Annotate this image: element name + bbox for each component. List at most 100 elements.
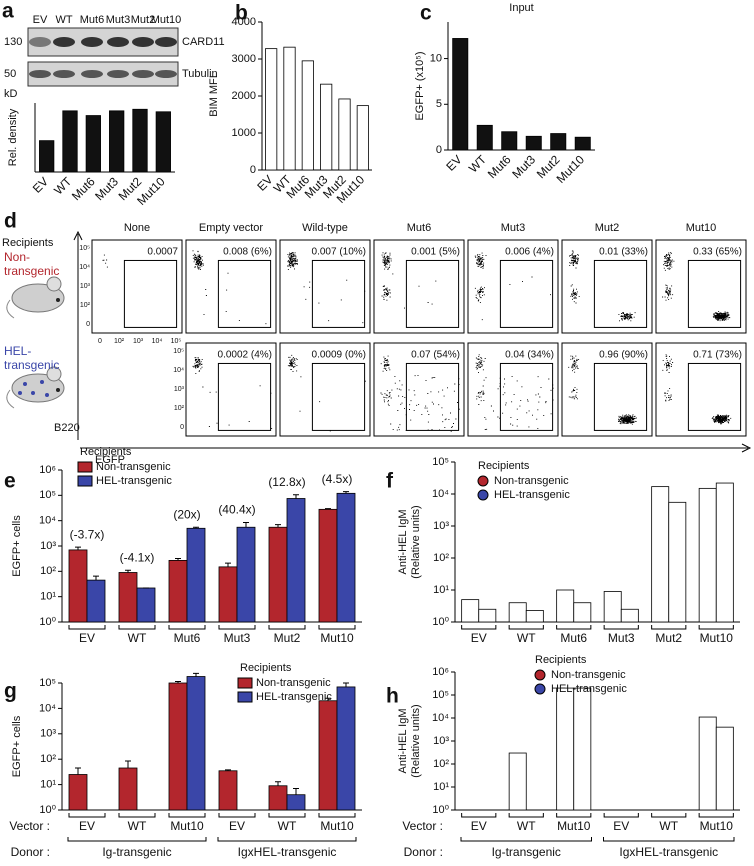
blot-band [107,70,129,78]
bracket [118,813,156,818]
bracket [168,625,206,630]
group-label: IgxHEL-transgenic [238,845,337,859]
annotation: (40.4x) [218,503,255,517]
bar [550,133,567,151]
gate [123,259,178,328]
error-bar [193,526,199,529]
lane-label: Mut10 [151,14,182,26]
legend-label: Non-transgenic [494,475,569,487]
gate-value: 0.008 (6%) [223,247,272,258]
bar [715,726,734,811]
gate [405,259,460,328]
y-tick-label: 1000 [232,127,256,139]
error-bar [325,697,331,701]
x-axis-label: Vector : [402,819,443,833]
unit-label: kD [4,88,18,100]
x-tick-label: Mut10 [320,819,354,833]
y-tick-label: 10⁵ [79,245,90,252]
y-tick-label: 10⁵ [39,677,56,689]
gate-value: 0.0002 (4%) [218,350,272,361]
error-bar [75,767,81,775]
axis-label: EGFP [95,454,125,466]
bar [715,482,734,623]
gate-value: 0.07 (54%) [411,350,460,361]
bar [336,686,356,811]
error-bar [343,491,349,494]
gate-value: 0.0007 [147,247,178,258]
mouse-icon [6,276,65,319]
bracket [651,625,687,630]
y-arrow [73,230,83,440]
bar [109,110,125,173]
bar [268,785,288,811]
error-bar [175,558,181,561]
bracket [508,813,544,818]
blot-band [132,37,154,47]
x-tick-label: 10⁴ [152,338,163,345]
annotation: (-4.1x) [120,550,155,564]
x-tick-label: EV [229,819,245,833]
x-arrow [80,443,752,453]
flow-dots [474,252,551,321]
x-tick-label: WT [517,631,536,645]
y-tick-label: 10¹ [433,781,449,793]
bar [318,700,338,811]
bracket [268,625,306,630]
group-bracket [217,837,357,842]
mouse-icon [6,366,65,409]
panel-label: f [386,470,394,493]
bar [338,98,351,171]
gate-value: 0.007 (10%) [312,247,366,258]
column-title: Empty vector [199,222,264,234]
y-tick-label: 10² [40,565,56,577]
legend-marker [534,683,546,695]
flow-dots [192,250,267,325]
x-tick-label: EV [443,152,464,173]
lane-label: WT [55,14,72,26]
gate [311,362,366,431]
x-tick-label: Mut6 [69,174,98,203]
flow-panel [185,239,277,334]
bracket [698,625,734,630]
y-tick-label: 10² [40,753,56,765]
flow-panel [279,239,371,334]
y-tick-label: 10⁵ [432,456,449,468]
bar [301,60,314,171]
y-axis-label: (Relative units) [410,704,422,777]
blot-band [81,70,103,78]
legend-label: Non-transgenic [256,677,331,689]
group-bracket [460,837,592,842]
y-tick-label: 10 [430,52,442,64]
bar [698,716,717,811]
x-tick-label: Mut3 [509,152,538,181]
bracket [603,813,639,818]
y-tick-label: 10⁵ [432,689,449,701]
error-bar [225,562,231,567]
y-tick-label: 0 [436,144,442,156]
x-tick-label: Mut10 [320,631,354,645]
bar [508,752,527,811]
lane-label: EV [33,14,48,26]
bar [155,111,171,173]
x-tick-label: Mut3 [608,631,635,645]
bar [651,486,670,623]
x-tick-label: EV [471,819,487,833]
bar [620,608,639,623]
bracket [218,813,256,818]
legend-title: Recipients [80,446,132,458]
bar [698,487,717,623]
flow-dots [381,252,437,309]
legend-marker [77,475,93,487]
x-tick-label: 10² [114,338,125,345]
bracket [68,813,106,818]
bracket [68,625,106,630]
bar [132,108,148,173]
bar [452,38,469,151]
bracket [603,625,639,630]
legend-marker [477,475,489,487]
y-tick-label: 10⁵ [39,489,56,501]
bar [218,770,238,811]
y-tick-label: 10³ [40,728,56,740]
gate-value: 0.001 (5%) [411,247,460,258]
x-tick-label: WT [128,819,147,833]
